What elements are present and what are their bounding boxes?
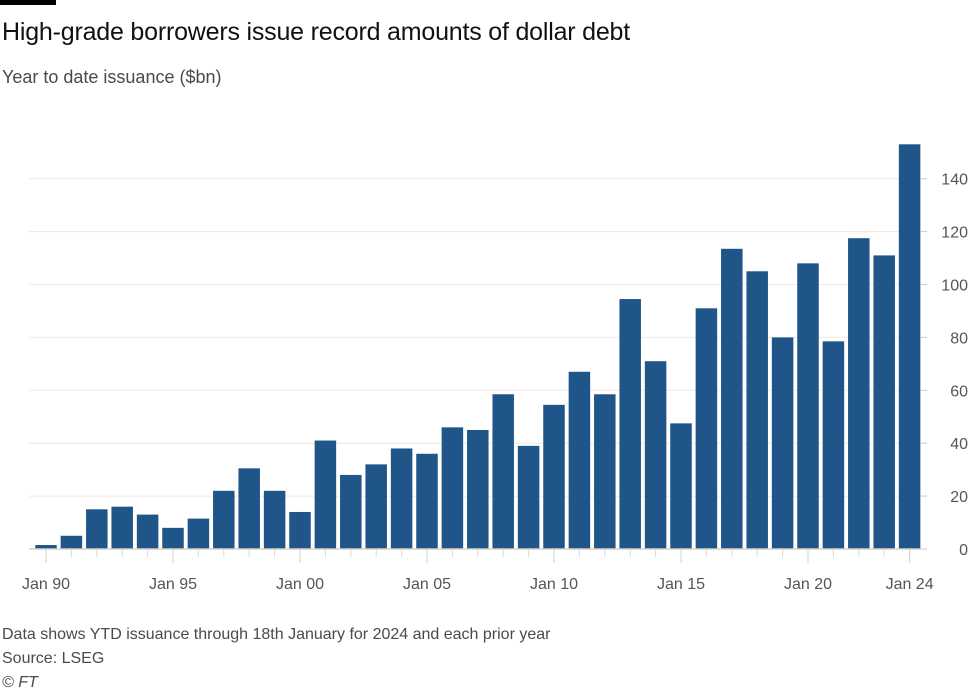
bar-2018	[746, 271, 768, 549]
bar-1998	[238, 468, 260, 549]
bar-1992	[86, 509, 108, 549]
bar-2007	[467, 429, 489, 549]
bar-1999	[263, 490, 286, 549]
y-tick-label: 60	[950, 383, 968, 400]
bar-1994	[136, 514, 159, 549]
bar-2016	[695, 308, 718, 549]
bar-2014	[644, 361, 667, 549]
x-tick-label: Jan 90	[22, 576, 70, 593]
x-tick-label: Jan 95	[149, 576, 197, 593]
x-tick-label: Jan 15	[657, 576, 705, 593]
x-tick-label: Jan 10	[530, 576, 578, 593]
y-tick-label: 100	[941, 278, 968, 295]
source-note: Source: LSEG	[2, 650, 105, 667]
bar-2012	[594, 394, 616, 549]
bar-2008	[492, 394, 514, 549]
x-tick-label: Jan 00	[276, 576, 324, 593]
bar-2009	[517, 445, 540, 549]
bar-2019	[771, 337, 794, 549]
copyright: © FT	[2, 674, 38, 691]
y-tick-label: 80	[950, 330, 968, 347]
x-tick-label: Jan 05	[403, 576, 451, 593]
bar-1996	[187, 518, 210, 549]
bar-2021	[822, 341, 845, 549]
y-tick-label: 140	[941, 172, 968, 189]
chart-title: High-grade borrowers issue record amount…	[2, 18, 631, 46]
bar-2022	[848, 238, 870, 549]
bar-2002	[340, 474, 362, 549]
bar-2017	[721, 248, 743, 550]
chart-subtitle: Year to date issuance ($bn)	[2, 67, 222, 87]
footnote: Data shows YTD issuance through 18th Jan…	[2, 626, 551, 643]
bar-2000	[289, 511, 311, 549]
bar-2015	[670, 423, 692, 549]
bar-1991	[60, 535, 83, 549]
bar-1995	[162, 527, 184, 549]
y-tick-label: 0	[959, 542, 968, 559]
bar-2006	[441, 427, 464, 549]
bar-2001	[314, 440, 337, 549]
bar-2005	[416, 453, 438, 549]
x-tick-label: Jan 24	[886, 576, 934, 593]
bar-2010	[543, 404, 565, 549]
x-tick-label: Jan 20	[784, 576, 832, 593]
y-tick-label: 120	[941, 225, 968, 242]
bar-1993	[111, 506, 133, 549]
ft-brand-bar	[0, 0, 56, 5]
bar-1990	[35, 545, 57, 549]
bar-2020	[797, 263, 819, 549]
y-tick-label: 20	[950, 489, 968, 506]
bar-2024	[898, 144, 921, 549]
bar-2023	[873, 255, 895, 549]
bar-1997	[213, 490, 235, 549]
bar-2004	[390, 448, 413, 549]
bar-2003	[365, 464, 387, 549]
y-tick-label: 40	[950, 436, 968, 453]
bar-2013	[619, 299, 641, 549]
bar-2011	[568, 371, 591, 549]
